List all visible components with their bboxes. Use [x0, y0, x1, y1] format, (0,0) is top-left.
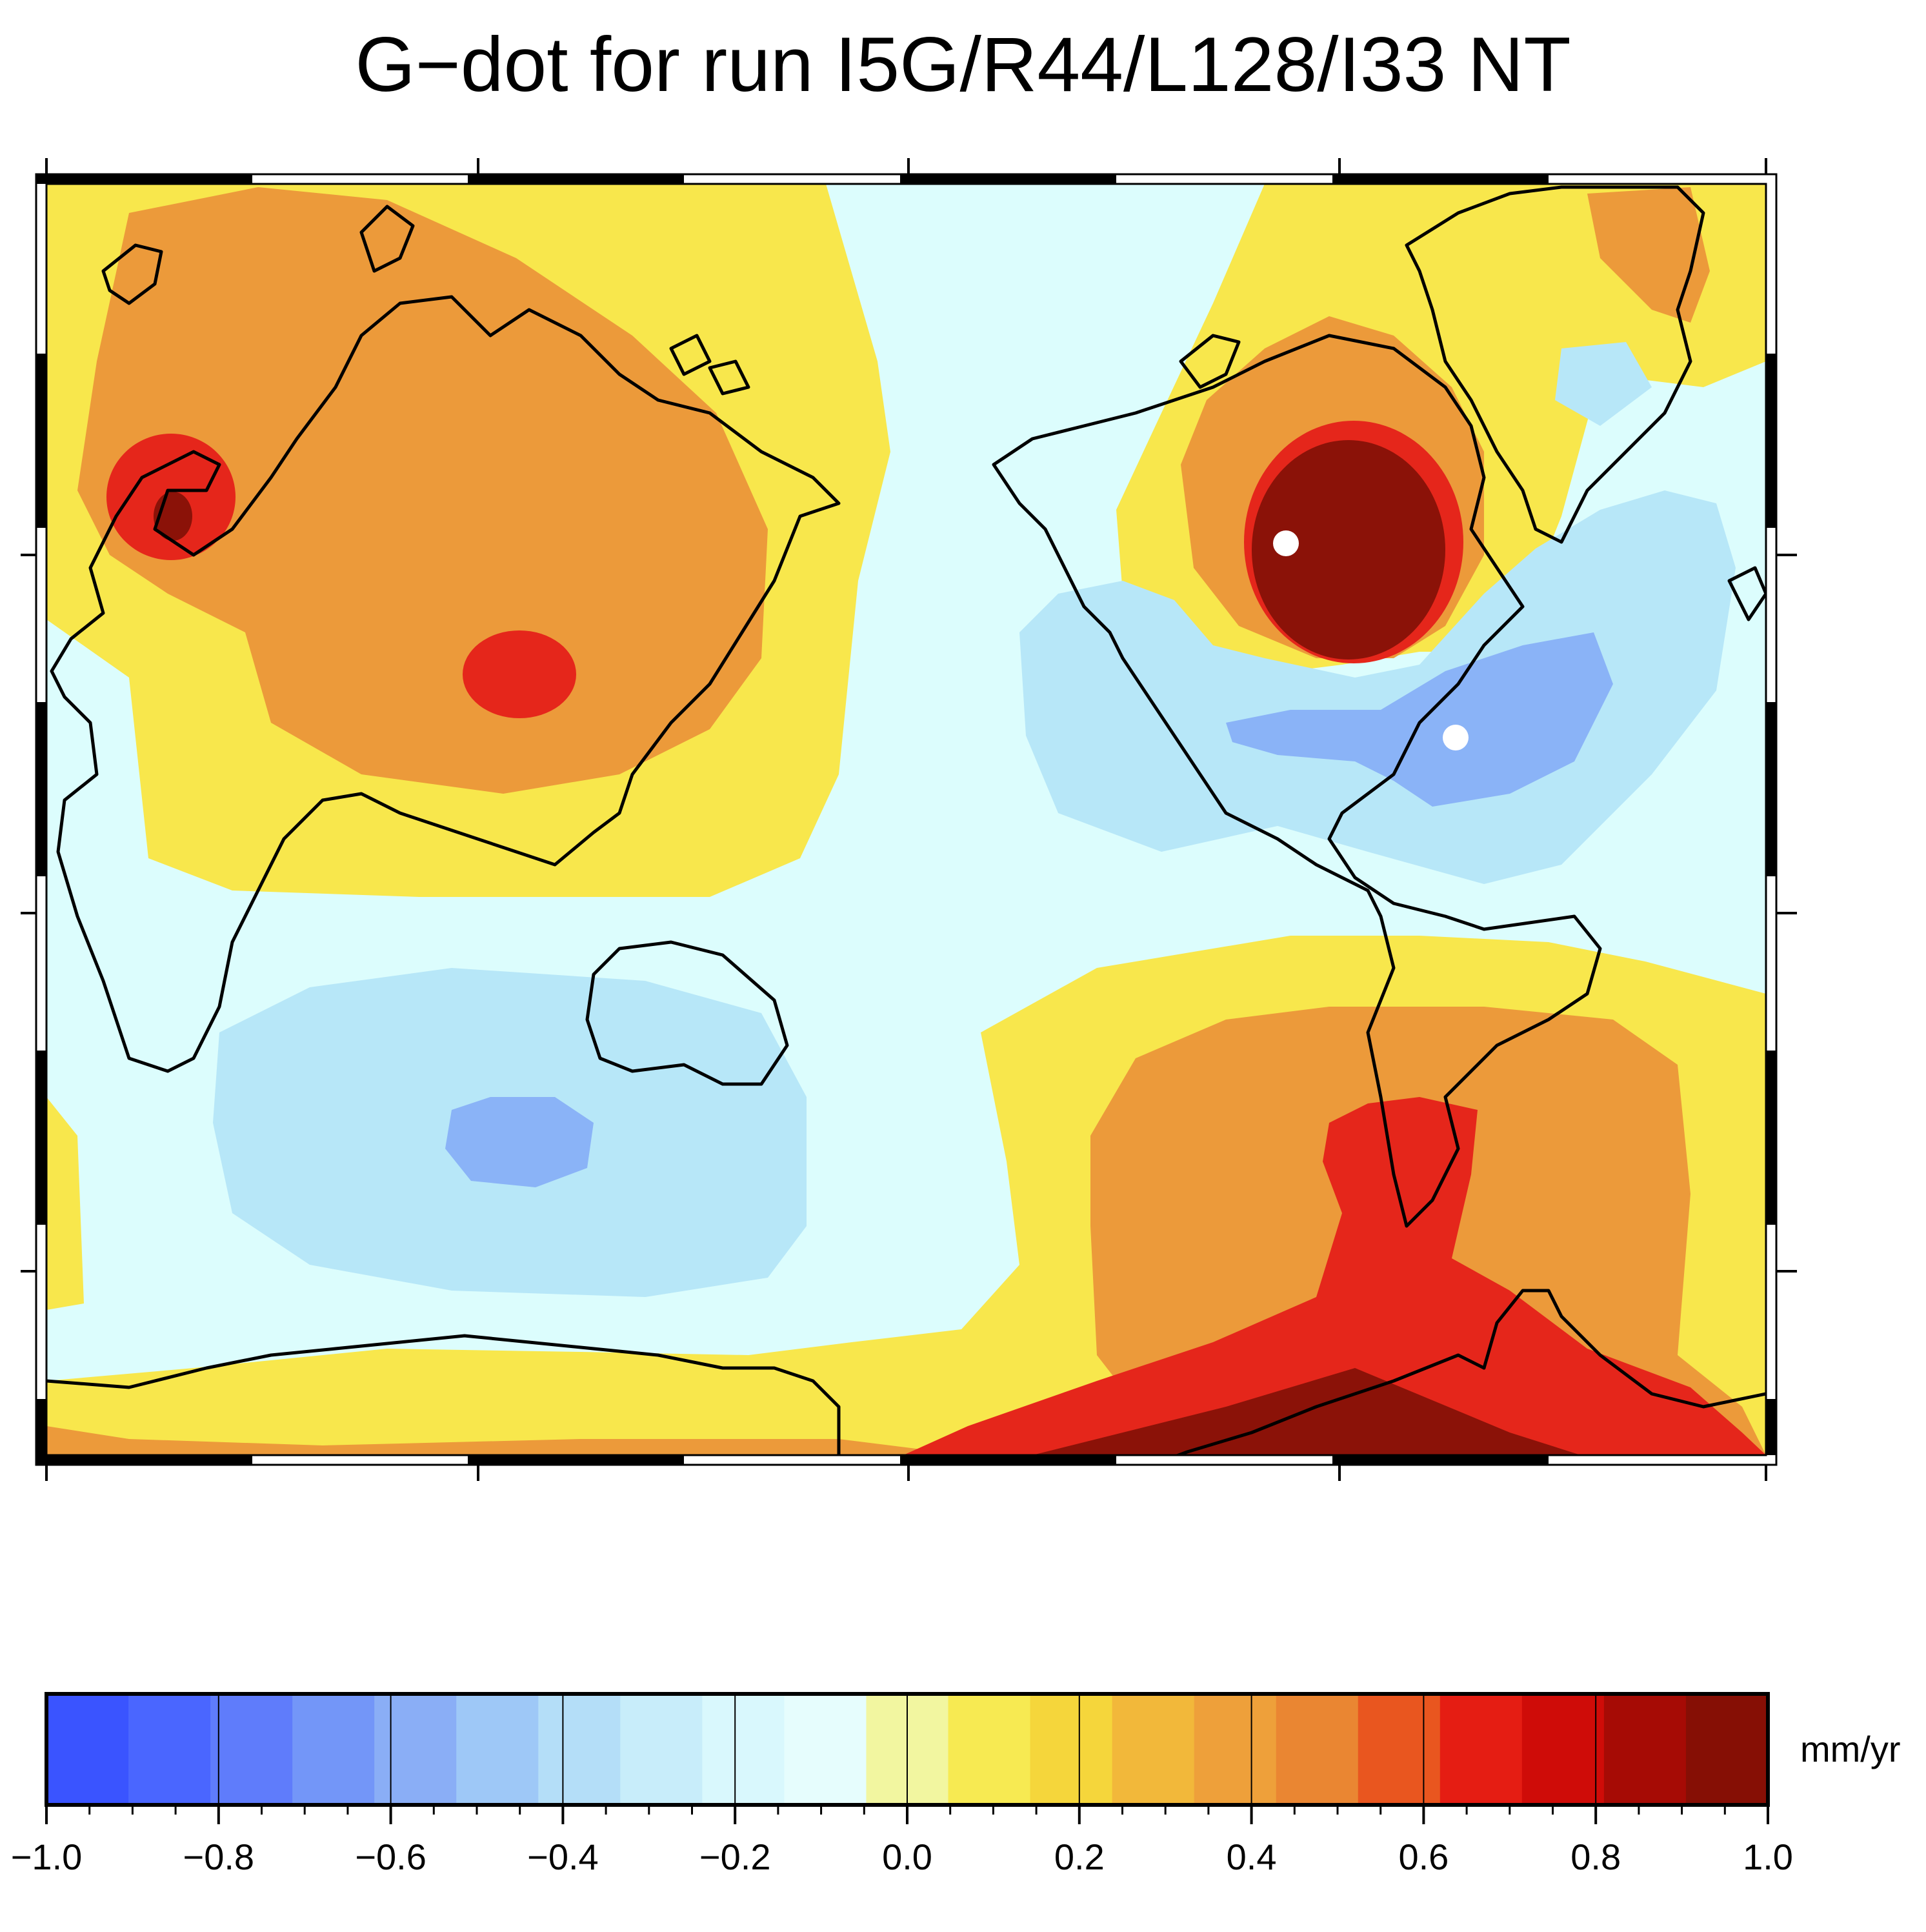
colorbar-unit-label: mm/yr — [1800, 1729, 1901, 1769]
map-area — [46, 184, 1766, 1455]
colorbar-swatch — [1439, 1694, 1523, 1805]
colorbar-swatch — [46, 1694, 129, 1805]
map-frame — [21, 158, 1797, 1481]
colorbar-swatch — [784, 1694, 867, 1805]
colorbar-tick-label: 0.0 — [882, 1836, 932, 1877]
colorbar-swatches — [46, 1694, 1769, 1805]
colorbar-swatch — [128, 1694, 211, 1805]
colorbar-tick-label: −0.4 — [527, 1836, 599, 1877]
colorbar-tick-label: 0.8 — [1570, 1836, 1621, 1877]
colorbar-swatch — [1521, 1694, 1605, 1805]
colorbar-swatch — [374, 1694, 457, 1805]
coastlines — [46, 185, 1766, 1455]
colorbar-tick-label: −0.8 — [183, 1836, 255, 1877]
colorbar-tick-label: −0.2 — [699, 1836, 771, 1877]
colorbar-swatch — [702, 1694, 785, 1805]
us-east-coast-marker-icon — [1443, 725, 1469, 750]
colorbar-swatch — [1194, 1694, 1277, 1805]
colorbar-swatch — [1685, 1694, 1769, 1805]
colorbar-tick-label: 0.4 — [1227, 1836, 1277, 1877]
colorbar-ticks: −1.0 −0.8 −0.6 −0.4 −0.2 0.0 0.2 0.4 0.6 0.8 1.0 — [11, 1694, 1793, 1877]
hudson-bay-marker-icon — [1273, 530, 1299, 556]
colorbar-tick-label: 1.0 — [1743, 1836, 1793, 1877]
colorbar-swatch — [210, 1694, 293, 1805]
colorbar-swatch — [1112, 1694, 1195, 1805]
colorbar-swatch — [456, 1694, 539, 1805]
map-title: G−dot for run I5G/R44/L128/I33 NT — [355, 21, 1571, 108]
colorbar-swatch — [1358, 1694, 1441, 1805]
colorbar-swatch — [948, 1694, 1031, 1805]
colorbar-tick-label: −0.6 — [355, 1836, 426, 1877]
colorbar-swatch — [620, 1694, 703, 1805]
colorbar-tick-label: 0.2 — [1054, 1836, 1105, 1877]
colorbar-swatch — [538, 1694, 621, 1805]
colorbar-swatch — [292, 1694, 375, 1805]
colorbar-swatch — [1276, 1694, 1359, 1805]
medium-blue-regions — [445, 632, 1613, 1187]
colorbar-swatch — [1030, 1694, 1113, 1805]
colorbar: −1.0 −0.8 −0.6 −0.4 −0.2 0.0 0.2 0.4 0.6 0.8 1.0 m… — [11, 1692, 1901, 1877]
colorbar-tick-label: −1.0 — [11, 1836, 83, 1877]
colorbar-swatch — [1603, 1694, 1687, 1805]
colorbar-tick-label: 0.6 — [1398, 1836, 1449, 1877]
